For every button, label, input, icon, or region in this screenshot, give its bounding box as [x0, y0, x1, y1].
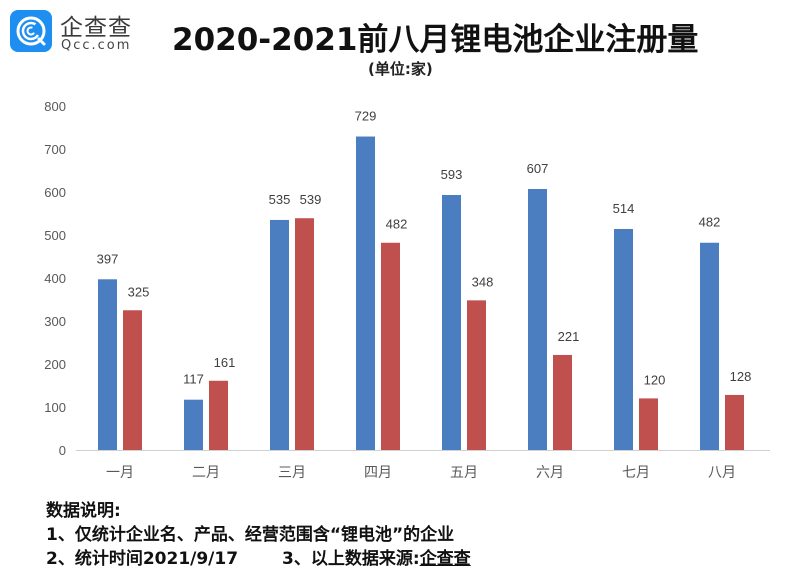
bar-2020-2: [184, 399, 203, 450]
x-axis: 一月 二月 三月 四月 五月 六月 七月 八月: [106, 465, 736, 481]
y-tick-label: 200: [44, 357, 66, 372]
y-tick-label: 300: [44, 314, 66, 329]
x-tick-label: 三月: [278, 465, 306, 481]
brand-name: 企查查: [60, 15, 132, 41]
data-label: 539: [300, 192, 322, 207]
x-tick-label: 二月: [192, 465, 220, 481]
data-label: 120: [644, 372, 666, 387]
notes-source-link[interactable]: 企查查: [419, 549, 471, 569]
x-tick-label: 八月: [708, 465, 736, 481]
bar-2021-5: [467, 300, 486, 450]
bar-2020-3: [270, 219, 289, 450]
data-label: 514: [613, 201, 635, 216]
data-label: 593: [441, 167, 463, 182]
bar-2021-1: [123, 310, 142, 450]
y-tick-label: 500: [44, 228, 66, 243]
data-label: 729: [355, 109, 377, 124]
notes-heading: 数据说明:: [46, 501, 121, 521]
data-label: 161: [214, 355, 236, 370]
data-label: 482: [386, 217, 408, 232]
bar-2021-7: [639, 398, 658, 450]
bar-2020-6: [528, 188, 547, 451]
bar-2020-5: [442, 195, 461, 450]
y-axis: 0 100 200 300 400 500 600 700 800: [44, 99, 66, 458]
notes-source-prefix: 3、以上数据来源:: [282, 549, 420, 569]
bar-2020-7: [614, 228, 633, 450]
y-tick-label: 400: [44, 271, 66, 286]
y-tick-label: 600: [44, 185, 66, 200]
data-label: 535: [269, 192, 291, 207]
y-tick-label: 0: [59, 443, 66, 458]
data-label: 325: [128, 284, 150, 299]
bar-2020-4: [356, 136, 375, 450]
data-label: 221: [558, 329, 580, 344]
chart-title: 2020-2021前八月锂电池企业注册量: [172, 22, 699, 58]
data-label: 117: [183, 372, 204, 387]
data-labels: 397 325 117 161 535 539 729 482 593 348 607 221 514 1…: [97, 109, 752, 388]
bar-2021-3: [295, 218, 314, 450]
data-label: 128: [730, 369, 752, 384]
data-label: 348: [472, 274, 494, 289]
x-tick-label: 五月: [450, 465, 478, 481]
qcc-logo-icon: [10, 10, 52, 52]
bars: [98, 136, 744, 451]
y-tick-label: 100: [44, 400, 66, 415]
brand-domain: Qcc.com: [61, 38, 132, 53]
data-label: 482: [699, 215, 721, 230]
bar-2021-6: [553, 354, 572, 450]
chart-subtitle: (单位:家): [368, 60, 433, 78]
notes-stat-time: 2、统计时间2021/9/17: [46, 549, 239, 569]
bar-2021-8: [725, 394, 744, 450]
x-tick-label: 六月: [536, 465, 564, 481]
bar-2021-2: [209, 380, 228, 450]
x-tick-label: 七月: [622, 465, 650, 481]
notes-line-2: 2、统计时间2021/9/17 3、以上数据来源:企查查: [46, 547, 471, 571]
notes-line-1: 1、仅统计企业名、产品、经营范围含“锂电池”的企业: [46, 525, 455, 545]
y-tick-label: 800: [44, 99, 66, 114]
bar-2020-1: [98, 279, 117, 450]
y-tick-label: 700: [44, 142, 66, 157]
data-label: 607: [527, 161, 549, 176]
bar-2020-8: [700, 242, 719, 450]
x-tick-label: 四月: [364, 465, 392, 481]
x-tick-label: 一月: [106, 465, 134, 481]
data-notes: 数据说明: 1、仅统计企业名、产品、经营范围含“锂电池”的企业 2、统计时间20…: [46, 499, 471, 571]
data-label: 397: [97, 251, 119, 266]
bar-2021-4: [381, 242, 400, 450]
